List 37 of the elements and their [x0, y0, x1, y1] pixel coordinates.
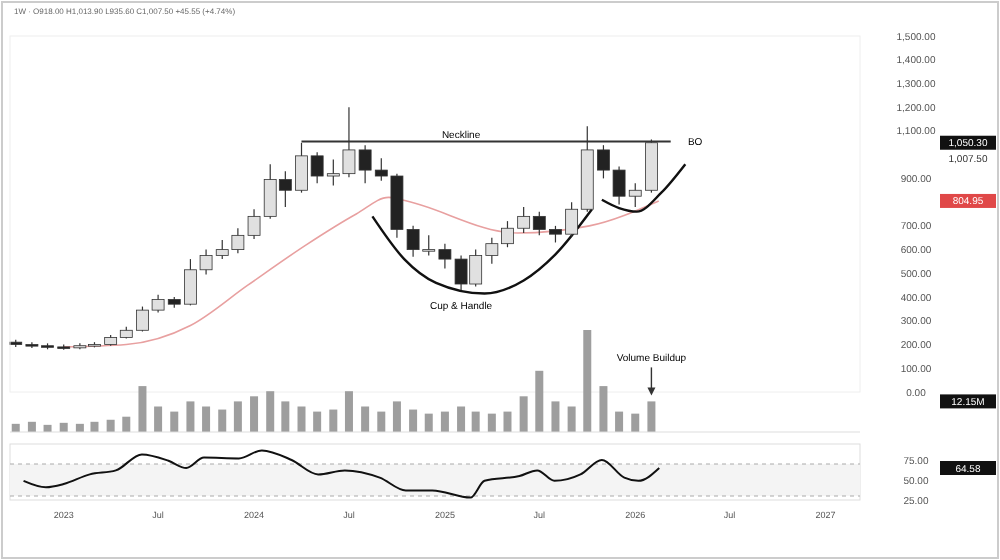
- bar: [170, 411, 179, 432]
- bar: [313, 411, 322, 432]
- bar: [440, 411, 449, 432]
- bar: [329, 409, 338, 432]
- bar: [122, 416, 131, 432]
- bar: [361, 406, 370, 432]
- bar: [424, 413, 433, 432]
- bar: [138, 386, 147, 432]
- bar: [281, 401, 290, 432]
- bar: [377, 411, 386, 432]
- bar: [297, 406, 306, 432]
- bar: [392, 401, 401, 432]
- bar: [202, 406, 211, 432]
- bar: [583, 330, 592, 432]
- bar: [471, 411, 480, 432]
- bar: [567, 406, 576, 432]
- bar: [233, 401, 242, 432]
- bar: [615, 411, 624, 432]
- bar: [218, 409, 227, 432]
- bar: [250, 396, 259, 432]
- bar: [631, 413, 640, 432]
- bar: [503, 411, 512, 432]
- bar: [647, 401, 656, 432]
- bar: [266, 391, 275, 432]
- line-series: [600, 162, 687, 213]
- bar: [106, 419, 115, 432]
- bar: [599, 386, 608, 432]
- bar: [551, 401, 560, 432]
- bar: [535, 370, 544, 432]
- line-series: [22, 449, 661, 499]
- bar: [487, 413, 496, 432]
- bar: [409, 409, 418, 432]
- bar: [344, 391, 353, 432]
- bar: [457, 406, 466, 432]
- bar: [186, 401, 195, 432]
- bar: [519, 396, 528, 432]
- bar: [154, 406, 163, 432]
